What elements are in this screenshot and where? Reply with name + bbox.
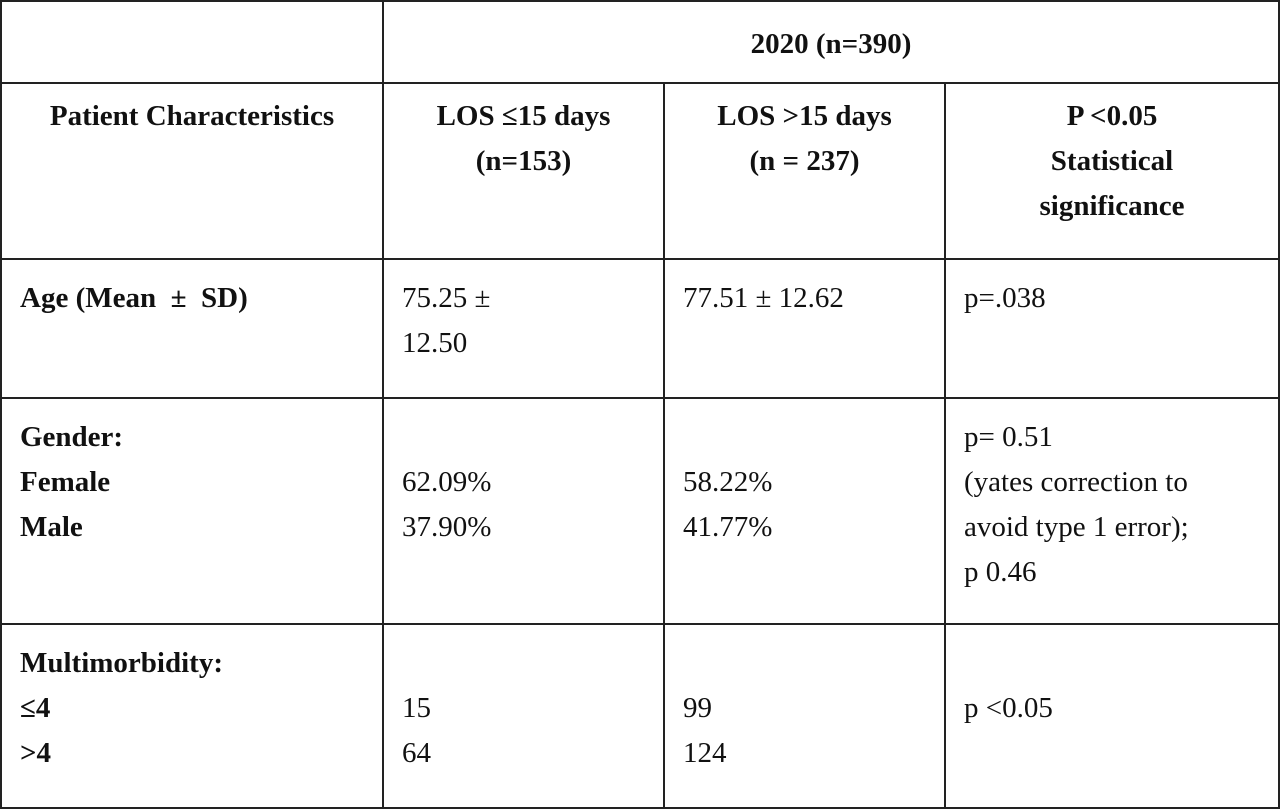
- age-p-value-cell: p=.038: [943, 258, 1280, 399]
- multimorbidity-label: Multimorbidity:: [20, 647, 223, 679]
- spacer-line: [402, 641, 645, 686]
- multimorbidity-p-value: p <0.05: [964, 692, 1053, 724]
- gender-p-value-cell: p= 0.51 (yates correction to avoid type …: [943, 397, 1280, 625]
- gender-label-cell: Gender: Female Male: [0, 397, 384, 625]
- multimorbidity-los-short-cell: 15 64: [382, 623, 665, 809]
- gender-los-long-male: 41.77%: [683, 511, 773, 543]
- age-los-long-cell: 77.51 ± 12.62: [663, 258, 946, 399]
- multimorbidity-row: Multimorbidity: ≤4 >4 15 64 99 124 p <0.…: [0, 623, 1280, 809]
- los-long-header-line-2: (n = 237): [749, 145, 860, 177]
- age-label: Age (Mean ± SD): [20, 282, 248, 314]
- gender-los-short-female: 62.09%: [402, 466, 492, 498]
- year-group-header: 2020 (n=390): [381, 0, 1280, 84]
- spacer-line: [964, 641, 1260, 686]
- multimorbidity-los-short-le4: 15: [402, 692, 431, 724]
- multimorbidity-le4-label: ≤4: [20, 692, 51, 724]
- significance-header-line-3: significance: [1039, 190, 1185, 222]
- los-long-header: LOS >15 days (n = 237): [663, 82, 946, 260]
- spacer-line: [683, 641, 926, 686]
- gender-male-label: Male: [20, 511, 83, 543]
- spacer-line: [683, 415, 926, 460]
- significance-header-line-2: Statistical: [1050, 145, 1174, 177]
- multimorbidity-label-cell: Multimorbidity: ≤4 >4: [0, 623, 384, 809]
- multimorbidity-los-short-gt4: 64: [402, 737, 431, 769]
- gender-p-value-line-2: (yates correction to: [964, 466, 1188, 498]
- gender-los-long-female: 58.22%: [683, 466, 773, 498]
- age-p-value: p=.038: [964, 282, 1046, 314]
- characteristics-header-text: Patient Characteristics: [49, 100, 335, 132]
- age-label-cell: Age (Mean ± SD): [0, 258, 384, 399]
- gender-row: Gender: Female Male 62.09% 37.90% 58.22%…: [0, 397, 1280, 625]
- gender-p-value-line-1: p= 0.51: [964, 421, 1053, 453]
- los-short-header-line-2: (n=153): [475, 145, 572, 177]
- age-los-short-line-2: 12.50: [402, 327, 468, 359]
- gender-p-value-line-4: p 0.46: [964, 556, 1037, 588]
- significance-header: P <0.05 Statistical significance: [943, 82, 1280, 260]
- gender-label: Gender:: [20, 421, 124, 453]
- empty-corner-cell: [0, 0, 384, 84]
- spacer-line: [402, 415, 645, 460]
- los-short-header: LOS ≤15 days (n=153): [382, 82, 665, 260]
- multimorbidity-los-long-gt4: 124: [683, 737, 727, 769]
- multimorbidity-los-long-le4: 99: [683, 692, 712, 724]
- age-los-short-cell: 75.25 ± 12.50: [382, 258, 665, 399]
- characteristics-header: Patient Characteristics: [0, 82, 384, 260]
- multimorbidity-gt4-label: >4: [20, 737, 52, 769]
- age-los-long-value: 77.51 ± 12.62: [683, 282, 844, 314]
- gender-p-value-line-3: avoid type 1 error);: [964, 511, 1189, 543]
- significance-header-line-1: P <0.05: [1066, 100, 1158, 132]
- gender-los-short-male: 37.90%: [402, 511, 492, 543]
- group-header-row: 2020 (n=390): [0, 0, 1280, 84]
- los-long-header-line-1: LOS >15 days: [717, 100, 892, 132]
- multimorbidity-los-long-cell: 99 124: [663, 623, 946, 809]
- gender-los-short-cell: 62.09% 37.90%: [382, 397, 665, 625]
- age-row: Age (Mean ± SD) 75.25 ± 12.50 77.51 ± 12…: [0, 258, 1280, 399]
- column-header-row: Patient Characteristics LOS ≤15 days (n=…: [0, 82, 1280, 260]
- los-short-header-line-1: LOS ≤15 days: [436, 100, 611, 132]
- gender-los-long-cell: 58.22% 41.77%: [663, 397, 946, 625]
- age-los-short-line-1: 75.25 ±: [402, 282, 491, 314]
- multimorbidity-p-value-cell: p <0.05: [943, 623, 1280, 809]
- gender-female-label: Female: [20, 466, 111, 498]
